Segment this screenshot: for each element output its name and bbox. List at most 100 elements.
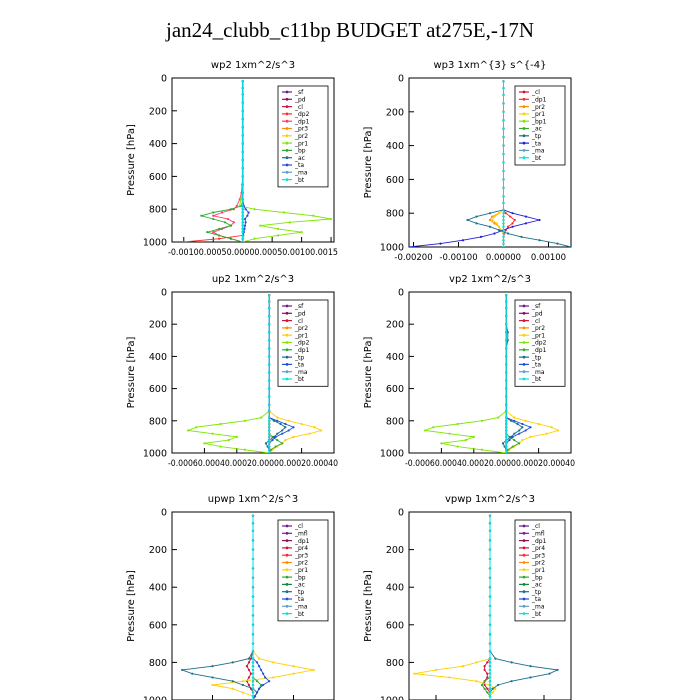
legend-marker (285, 553, 289, 557)
legend: _cl_mfl_dp1_pr4_pr3_pr2_pr1_bp_ac_tp_ta_… (277, 519, 329, 622)
data-point (502, 80, 505, 83)
data-point (218, 237, 221, 240)
legend-label: _ma (531, 148, 545, 155)
data-point (241, 221, 244, 224)
data-point (251, 567, 255, 570)
data-point (251, 642, 255, 645)
data-point (281, 432, 284, 435)
y-tick-label: 1000 (143, 449, 167, 460)
data-point (241, 231, 244, 234)
data-point (319, 429, 323, 432)
data-point (488, 633, 492, 636)
data-point (483, 687, 486, 690)
data-point (488, 212, 492, 215)
data-point (223, 221, 227, 224)
data-point (502, 152, 505, 156)
y-tick-label: 800 (386, 416, 404, 427)
data-point (247, 683, 251, 687)
legend-label: _ma (531, 369, 545, 376)
legend-marker (522, 590, 526, 594)
legend-marker (522, 348, 526, 352)
data-point (268, 307, 271, 310)
series-line_pr4 (246, 515, 254, 700)
data-point (241, 150, 244, 153)
legend-label: _ta (294, 596, 304, 603)
data-point (502, 195, 505, 198)
legend-marker (522, 112, 526, 116)
data-point (292, 435, 295, 438)
y-tick-label: 0 (161, 288, 167, 299)
data-point (491, 215, 494, 218)
data-point (505, 451, 508, 453)
data-point (241, 126, 244, 129)
data-point (505, 426, 508, 429)
data-point (502, 201, 505, 205)
data-point (506, 339, 509, 342)
data-point (516, 422, 519, 426)
chart-panel-4: vp2 1xm^2/s^3 Pressure [hPa] 0 200 400 600 800… (363, 274, 575, 469)
data-point (518, 432, 521, 435)
legend-label: _pr1 (531, 567, 545, 574)
data-point (257, 657, 261, 660)
data-point (505, 379, 508, 382)
data-point (219, 422, 222, 426)
legend-label: _dp2 (294, 340, 310, 347)
legend-label: _dp1 (531, 97, 547, 104)
legend-label: _ma (294, 604, 308, 611)
data-point (241, 142, 244, 145)
data-point (502, 242, 505, 245)
data-point (251, 595, 255, 598)
data-point (524, 429, 527, 432)
data-point (241, 134, 244, 137)
y-axis-label: Pressure [hPa] (363, 127, 374, 199)
data-point (513, 419, 516, 422)
chart-title: wp2 1xm^2/s^3 (211, 60, 295, 71)
data-point (227, 439, 230, 442)
data-point (505, 422, 508, 426)
data-point (524, 215, 528, 218)
data-point (488, 218, 492, 222)
data-point (488, 691, 492, 694)
legend-label: _pr2 (294, 133, 308, 140)
data-point (488, 695, 492, 698)
data-point (231, 687, 234, 690)
data-point (251, 586, 255, 589)
legend-marker (285, 524, 289, 528)
legend-marker (285, 348, 289, 352)
data-point (251, 695, 255, 698)
y-tick-label: 600 (149, 172, 167, 183)
data-point (513, 416, 516, 419)
data-point (505, 442, 508, 445)
legend-label: _bp1 (531, 118, 547, 125)
data-point (279, 422, 282, 426)
figure-title: jan24_clubb_c11bp BUDGET at275E,-17N (165, 18, 535, 42)
legend-marker (522, 156, 526, 160)
data-point (505, 323, 508, 326)
legend-label: _dp2 (531, 340, 547, 347)
y-tick-label: 1000 (143, 238, 167, 249)
data-point (556, 668, 559, 672)
legend-marker (285, 149, 289, 152)
legend-label: _mfl (294, 531, 308, 538)
legend-marker (522, 553, 526, 557)
legend-marker (285, 531, 289, 535)
legend-label: _bt (531, 155, 542, 162)
data-point (502, 186, 505, 189)
y-tick-label: 400 (386, 352, 404, 363)
data-point (268, 432, 271, 435)
chart-panel-3: up2 1xm^2/s^3 Pressure [hPa] 0 200 400 600 800… (126, 274, 338, 469)
data-point (241, 158, 244, 162)
data-point (241, 183, 244, 186)
data-point (461, 665, 465, 668)
legend-marker (522, 149, 526, 152)
chart-title: wp3 1xm^{3} s^{-4} (433, 60, 546, 71)
x-tick-label: 0.00000 (486, 253, 521, 263)
y-tick-label: 1000 (380, 449, 404, 460)
legend-marker (285, 355, 289, 359)
data-point (488, 567, 492, 570)
data-point (505, 403, 508, 406)
series-line_dp2 (186, 295, 270, 453)
data-point (491, 691, 494, 694)
legend-marker (522, 333, 526, 337)
y-tick-label: 600 (386, 620, 404, 631)
